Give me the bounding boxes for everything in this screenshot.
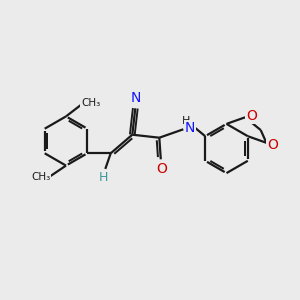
Text: CH₃: CH₃	[31, 172, 50, 182]
Text: CH₃: CH₃	[81, 98, 100, 108]
Text: O: O	[157, 162, 167, 176]
Text: O: O	[268, 138, 278, 152]
Text: N: N	[131, 91, 141, 105]
Text: O: O	[246, 109, 257, 122]
Text: H: H	[182, 116, 190, 126]
Text: H: H	[99, 171, 109, 184]
Text: N: N	[185, 121, 195, 135]
